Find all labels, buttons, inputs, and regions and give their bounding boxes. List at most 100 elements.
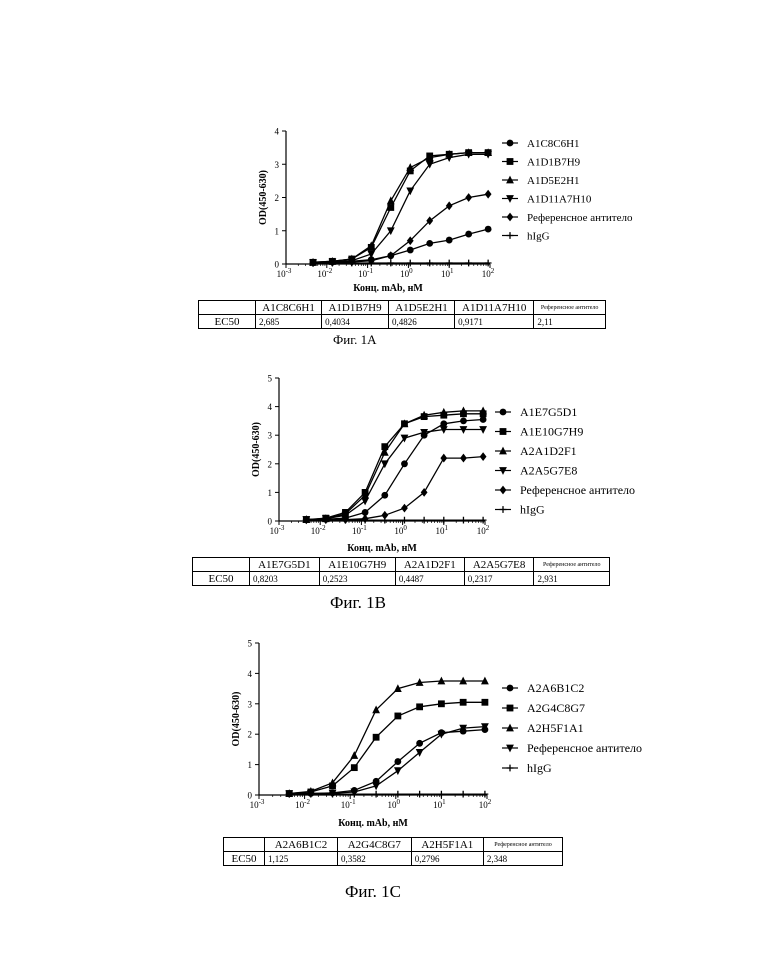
series-line — [306, 430, 483, 520]
legend-label: Референсное антитело — [527, 212, 633, 224]
table-cell: 0,9171 — [455, 315, 534, 329]
y-tick-label: 4 — [248, 669, 253, 679]
data-point — [416, 703, 423, 710]
legend-label: hIgG — [527, 231, 550, 243]
data-point — [465, 231, 472, 238]
table-cell: 0,4487 — [395, 572, 464, 586]
figure-caption-1c: Фиг. 1C — [345, 882, 401, 902]
x-tick-label: 101 — [436, 524, 449, 536]
series-line — [306, 457, 483, 520]
y-tick-label: 2 — [248, 730, 253, 740]
table-header: A2A1D2F1 — [395, 558, 464, 572]
data-point — [485, 226, 492, 233]
table-cell: 2,348 — [483, 852, 562, 866]
legend-label: A1E7G5D1 — [520, 405, 577, 419]
series-3 — [302, 426, 487, 524]
y-tick-label: 2 — [275, 193, 280, 203]
data-point — [421, 517, 428, 524]
x-tick-label: 10-3 — [277, 267, 292, 279]
legend-marker — [507, 158, 514, 165]
series-1 — [286, 699, 488, 797]
legend-label: A1D11A7H10 — [527, 194, 592, 206]
data-point — [351, 764, 358, 771]
data-point — [407, 260, 414, 267]
legend-label: hIgG — [520, 503, 545, 517]
x-tick-label: 101 — [433, 798, 446, 810]
table-cell: 0,3582 — [337, 852, 411, 866]
y-tick-label: 3 — [268, 431, 273, 441]
series-0 — [303, 416, 487, 523]
data-point — [394, 758, 401, 765]
x-tick-label: 100 — [394, 524, 407, 536]
series-line — [313, 154, 488, 262]
series-0 — [310, 226, 492, 266]
y-axis-title: OD(450-630) — [251, 422, 262, 477]
data-point — [446, 201, 453, 210]
series-2 — [302, 406, 487, 522]
data-point — [446, 237, 453, 244]
legend-label: Референсное антитело — [520, 483, 635, 497]
chart-0: 0123410-310-210-1100101102OD(450-630)Кон… — [258, 127, 633, 295]
series-4 — [310, 190, 492, 267]
x-tick-label: 10-1 — [352, 524, 367, 536]
series-line — [289, 730, 485, 794]
legend-marker — [507, 765, 514, 772]
legend-label: A2G4C8G7 — [527, 701, 585, 715]
chart-2: 01234510-310-210-1100101102OD(450-630)Ко… — [231, 639, 642, 830]
x-tick-label: 10-3 — [250, 798, 265, 810]
x-tick-label: 100 — [400, 267, 413, 279]
legend-marker — [507, 140, 514, 147]
legend-label: A2H5F1A1 — [527, 721, 584, 735]
y-tick-label: 0 — [248, 791, 253, 801]
legend-marker — [500, 506, 507, 513]
data-point — [406, 163, 414, 171]
legend-label: A1D1B7H9 — [527, 157, 581, 169]
table-cell: 0,2796 — [411, 852, 483, 866]
series-line — [306, 411, 483, 520]
data-point — [361, 498, 369, 506]
table-header: Референсное антитело — [534, 558, 610, 572]
y-tick-label: 4 — [268, 402, 273, 412]
series-4 — [303, 452, 487, 524]
data-point — [426, 260, 433, 267]
table-header: A1E7G5D1 — [250, 558, 320, 572]
x-tick-label: 102 — [477, 524, 490, 536]
legend-marker — [507, 213, 514, 222]
ec50-table-1a: A1C8C6H1 A1D1B7H9 A1D5E2H1 A1D11A7H10 Ре… — [198, 300, 606, 329]
series-line — [289, 681, 485, 794]
data-point — [387, 196, 395, 204]
x-tick-label: 10-1 — [358, 267, 373, 279]
table-row-label: EC50 — [224, 852, 265, 866]
x-tick-label: 10-1 — [341, 798, 356, 810]
x-tick-label: 10-3 — [270, 524, 285, 536]
table-header: A2G4C8G7 — [337, 838, 411, 852]
table-cell: 1,125 — [265, 852, 338, 866]
table-cell: 0,4826 — [388, 315, 454, 329]
figure-caption-1a: Фиг. 1A — [333, 332, 376, 348]
ec50-table-1b: A1E7G5D1 A1E10G7H9 A2A1D2F1 A2A5G7E8 Реф… — [192, 557, 610, 586]
data-point — [373, 791, 380, 798]
data-point — [426, 240, 433, 247]
legend-label: Референсное антитело — [527, 741, 642, 755]
legend-label: A1E10G7H9 — [520, 425, 583, 439]
data-point — [401, 517, 408, 524]
legend-label: A2A5G7E8 — [520, 464, 577, 478]
legend-label: hIgG — [527, 761, 552, 775]
x-axis-title: Конц. mAb, нМ — [347, 543, 417, 554]
table-cell: 2,685 — [256, 315, 322, 329]
data-point — [381, 517, 388, 524]
x-tick-label: 100 — [388, 798, 401, 810]
data-point — [394, 713, 401, 720]
x-tick-label: 101 — [441, 267, 454, 279]
table-cell: 0,2523 — [319, 572, 395, 586]
table-header: A2A5G7E8 — [464, 558, 534, 572]
data-point — [460, 454, 467, 463]
data-point — [438, 700, 445, 707]
data-point — [482, 699, 489, 706]
y-axis-title: OD(450-630) — [231, 692, 242, 747]
ec50-table-1c: A2A6B1C2 A2G4C8G7 A2H5F1A1 Референсное а… — [223, 837, 563, 866]
data-point — [485, 190, 492, 199]
table-header: A2A6B1C2 — [265, 838, 338, 852]
table-header: A2H5F1A1 — [411, 838, 483, 852]
